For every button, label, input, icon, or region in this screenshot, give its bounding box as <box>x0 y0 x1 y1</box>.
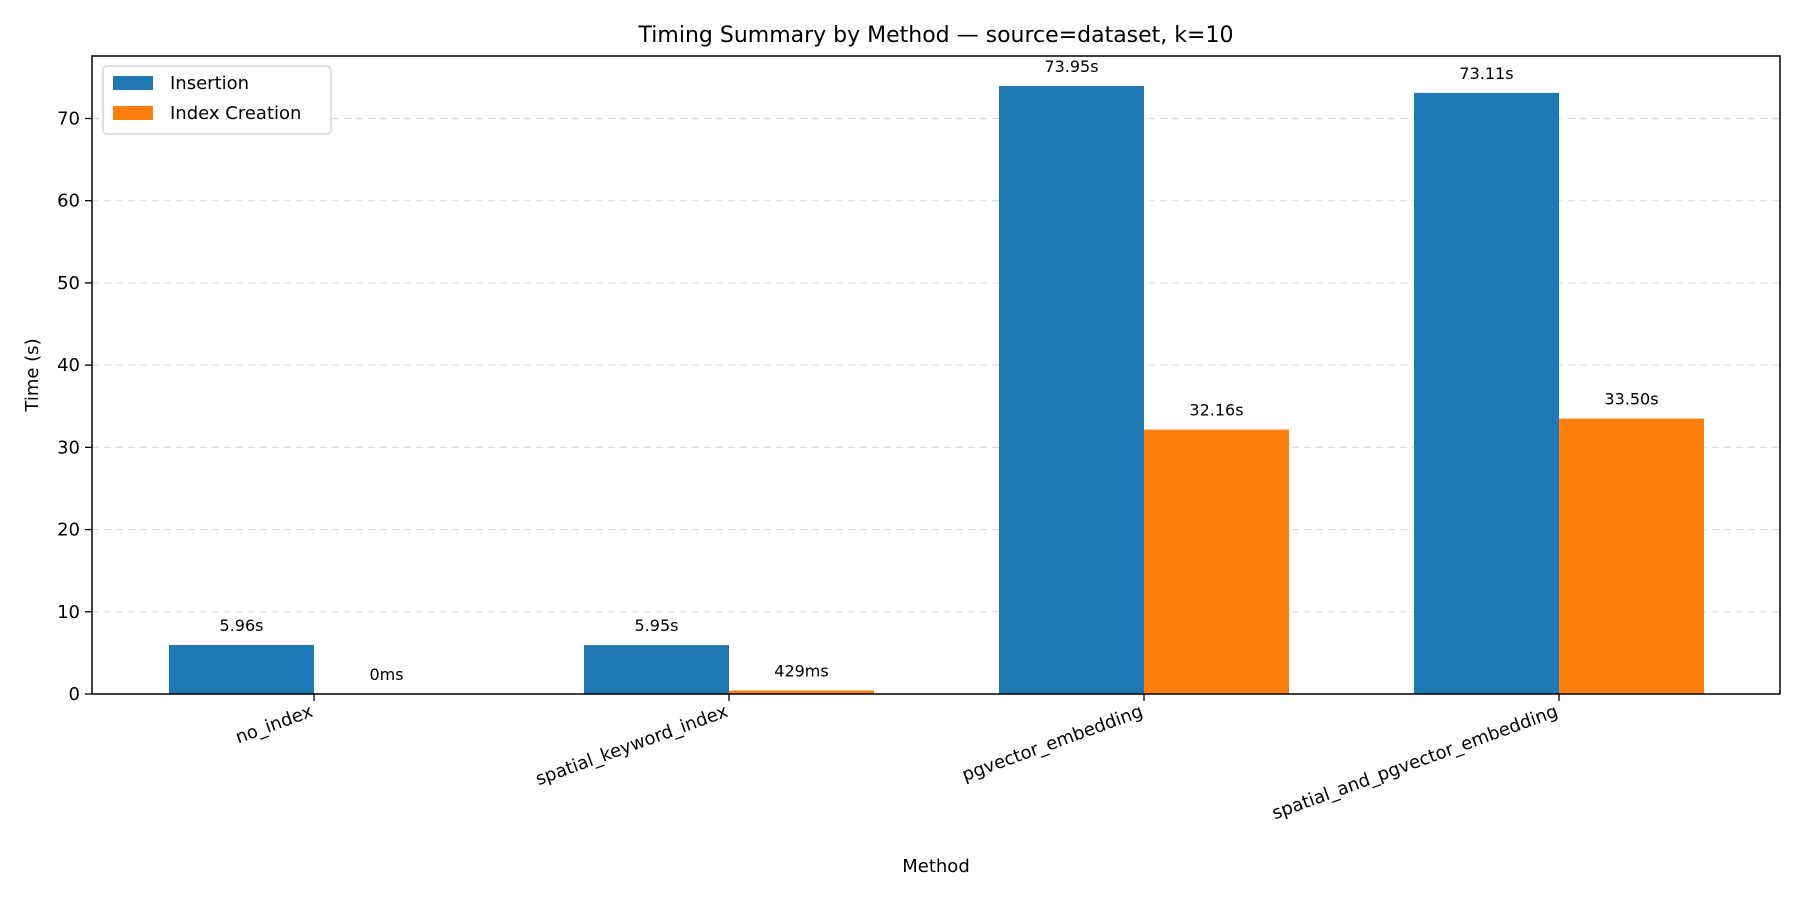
y-tick-label: 50 <box>57 273 80 294</box>
data-label: 73.11s <box>1459 64 1513 83</box>
y-tick-label: 10 <box>57 602 80 623</box>
bar-insertion-spatial-keyword-index <box>584 645 729 694</box>
x-tick-label: pgvector_embedding <box>959 701 1145 786</box>
data-label: 32.16s <box>1189 401 1243 420</box>
y-tick-label: 70 <box>57 108 80 129</box>
chart-title: Timing Summary by Method — source=datase… <box>638 23 1234 48</box>
plot-frame <box>91 55 1781 695</box>
data-label: 0ms <box>369 665 403 684</box>
x-tick-label: no_index <box>233 701 316 748</box>
bar-index-creation-spatial-keyword-index <box>729 690 874 694</box>
x-axis-label: Method <box>902 856 970 877</box>
bar-index-creation-spatial-and-pgvector-embedding <box>1559 418 1704 694</box>
legend-label: Insertion <box>170 73 249 94</box>
x-axis: no_index spatial_keyword_index pgvector_em… <box>233 694 1561 824</box>
legend-box <box>102 65 332 135</box>
y-tick-label: 30 <box>57 437 80 458</box>
bar-index-creation-pgvector-embedding <box>1144 429 1289 694</box>
legend: Insertion Index Creation <box>102 65 332 135</box>
bar-insertion-spatial-and-pgvector-embedding <box>1414 92 1559 694</box>
y-tick-label: 0 <box>69 684 80 705</box>
data-labels: 5.96s 0ms 5.95s 429ms 73.95s 32.16s 73.11s 33.5… <box>220 57 1659 684</box>
y-axis: 0 10 20 30 40 50 60 70 <box>57 108 92 705</box>
data-label: 5.95s <box>635 616 679 635</box>
bars <box>169 86 1704 694</box>
data-label: 5.96s <box>220 616 264 635</box>
y-tick-label: 20 <box>57 520 80 541</box>
y-axis-label: Time (s) <box>22 338 43 412</box>
bar-insertion-pgvector-embedding <box>999 86 1144 694</box>
data-label: 33.50s <box>1604 390 1658 409</box>
bar-insertion-no-index <box>169 644 314 694</box>
data-label: 73.95s <box>1044 57 1098 76</box>
data-label: 429ms <box>774 661 828 680</box>
legend-label: Index Creation <box>170 103 301 124</box>
x-tick-label: spatial_keyword_index <box>533 701 731 790</box>
legend-swatch <box>113 76 153 90</box>
y-tick-label: 40 <box>57 355 80 376</box>
legend-swatch <box>113 106 153 120</box>
y-tick-label: 60 <box>57 191 80 212</box>
x-tick-label: spatial_and_pgvector_embedding <box>1269 701 1560 824</box>
grid-lines <box>92 117 1780 613</box>
